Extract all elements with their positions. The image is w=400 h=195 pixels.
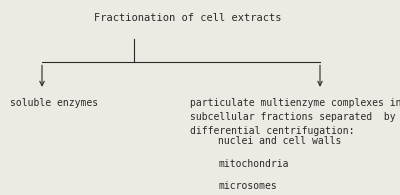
Text: soluble enzymes: soluble enzymes [10,98,98,107]
Text: microsomes: microsomes [218,181,277,191]
Text: nuclei and cell walls: nuclei and cell walls [218,136,341,146]
Text: particulate multienzyme complexes in
subcellular fractions separated  by
differe: particulate multienzyme complexes in sub… [190,98,400,136]
Text: Fractionation of cell extracts: Fractionation of cell extracts [94,13,282,23]
Text: mitochondria: mitochondria [218,159,288,169]
